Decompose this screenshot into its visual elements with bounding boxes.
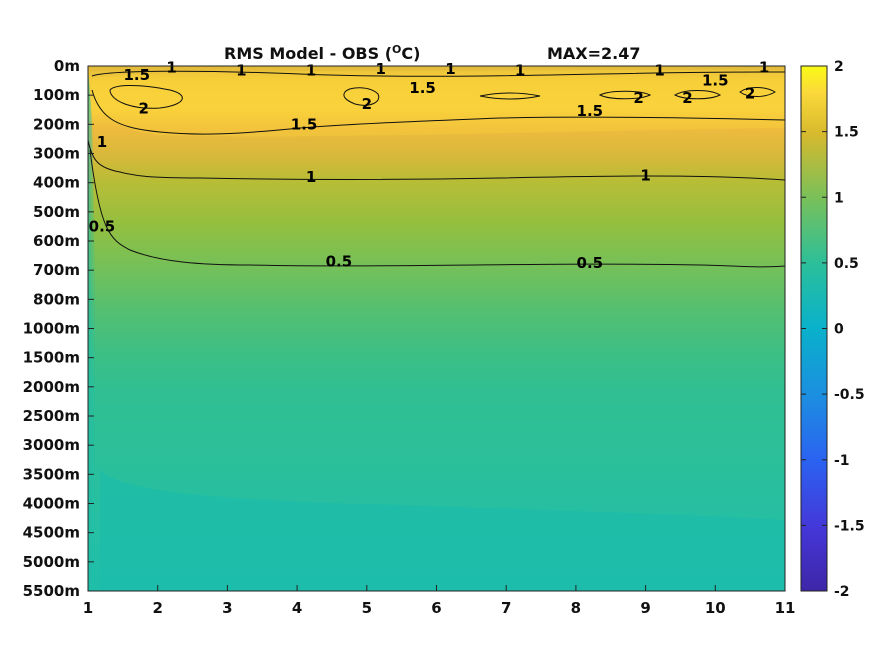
x-tick-label: 9 xyxy=(640,599,650,617)
deep-region-shading xyxy=(100,470,785,591)
contour-label: 1 xyxy=(306,168,316,186)
x-tick-label: 4 xyxy=(292,599,302,617)
contour-label: 1 xyxy=(515,61,525,79)
contour-label: 1.5 xyxy=(291,115,318,133)
chart-title: RMS Model - OBS (OC) xyxy=(224,43,420,63)
y-tick-label: 3000m xyxy=(23,436,80,454)
contour-2-a xyxy=(109,85,183,109)
x-tick-label: 2 xyxy=(152,599,162,617)
colorbar-tick-label: -2 xyxy=(834,584,850,600)
colorbar-tick-label: 2 xyxy=(834,59,844,75)
contour-label: 1 xyxy=(759,58,769,76)
x-tick-label: 5 xyxy=(362,599,372,617)
x-tick-label: 6 xyxy=(431,599,441,617)
colorbar-tick-label: -1.5 xyxy=(834,518,865,534)
contour-label: 0.5 xyxy=(326,252,353,270)
y-tick-label: 200m xyxy=(33,115,80,133)
contour-label: 2 xyxy=(139,99,149,117)
plot-area xyxy=(88,66,785,591)
x-tick-label: 11 xyxy=(775,599,796,617)
y-tick-label: 2000m xyxy=(23,378,80,396)
contour-2-e xyxy=(739,87,776,97)
contour-label: 1.5 xyxy=(577,102,604,120)
colorbar-tick-label: -0.5 xyxy=(834,387,865,403)
contour-label: 2 xyxy=(362,95,372,113)
contour-label: 1 xyxy=(236,61,246,79)
y-tick-label: 100m xyxy=(33,86,80,104)
y-tick-label: 5000m xyxy=(23,553,80,571)
contour-label: 2 xyxy=(745,85,755,103)
contour-2-c xyxy=(598,90,652,100)
y-tick-label: 500m xyxy=(33,203,80,221)
x-tick-label: 10 xyxy=(705,599,726,617)
colorbar-tick-label: 0.5 xyxy=(834,256,859,272)
contour-2-f xyxy=(479,92,541,100)
contour-label: 1 xyxy=(166,58,176,76)
contour-label: 1 xyxy=(306,61,316,79)
y-tick-label: 400m xyxy=(33,174,80,192)
contour-1-top xyxy=(91,70,786,77)
contour-lines xyxy=(87,70,786,268)
x-tick-label: 3 xyxy=(222,599,232,617)
colorbar-tick-label: -1 xyxy=(834,453,850,469)
y-tick-label: 1000m xyxy=(23,320,80,338)
contour-label: 1 xyxy=(654,61,664,79)
y-tick-label: 4500m xyxy=(23,524,80,542)
y-tick-label: 5500m xyxy=(23,582,80,600)
x-tick-label: 7 xyxy=(501,599,511,617)
y-tick-label: 800m xyxy=(33,290,80,308)
contour-label: 2 xyxy=(682,89,692,107)
y-tick-label: 300m xyxy=(33,145,80,163)
contour-2-b xyxy=(343,87,380,106)
y-tick-label: 0m xyxy=(54,57,80,75)
contour-label: 1.5 xyxy=(124,66,151,84)
y-tick-label: 700m xyxy=(33,261,80,279)
x-tick-label: 1 xyxy=(83,599,93,617)
max-label: MAX=2.47 xyxy=(547,44,641,63)
contour-label: 0.5 xyxy=(577,254,604,272)
contour-2-d xyxy=(673,90,722,100)
y-tick-label: 3500m xyxy=(23,465,80,483)
x-axis: 1 2 3 4 5 6 7 8 9 10 11 xyxy=(83,585,796,617)
contour-label: 1 xyxy=(445,60,455,78)
colorbar-tick-label: 1 xyxy=(834,190,844,206)
y-tick-label: 4000m xyxy=(23,495,80,513)
y-axis: 0m 100m 200m 300m 400m 500m 600m 700m 800m 1000m 1… xyxy=(23,57,94,600)
surface-hot-band xyxy=(92,70,785,137)
contour-label: 1.5 xyxy=(702,72,729,90)
y-tick-label: 600m xyxy=(33,232,80,250)
colorbar-tick-label: 0 xyxy=(834,322,844,338)
colorbar: 2 1.5 1 0.5 0 -0.5 -1 -1.5 -2 xyxy=(800,59,865,600)
contour-label-layer: 1.5 1 1 1 1 1 1 1 1 1.5 1.5 2 2 2 2 2 1.5 1.5 1 1 1 0.5 0.5 0.5 xyxy=(89,58,770,271)
contour-05 xyxy=(89,149,786,268)
contour-15 xyxy=(91,89,786,135)
contour-label: 1 xyxy=(376,60,386,78)
contour-label: 2 xyxy=(633,89,643,107)
contour-label: 0.5 xyxy=(89,217,116,235)
contour-1-deep xyxy=(87,139,786,181)
x-tick-label: 8 xyxy=(571,599,581,617)
contour-label: 1 xyxy=(97,133,107,151)
y-tick-label: 1500m xyxy=(23,349,80,367)
colorbar-tick-label: 1.5 xyxy=(834,125,859,141)
contour-label: 1.5 xyxy=(409,79,436,97)
y-tick-label: 2500m xyxy=(23,407,80,425)
contour-label: 1 xyxy=(640,166,650,184)
colorbar-ticks: 2 1.5 1 0.5 0 -0.5 -1 -1.5 -2 xyxy=(801,59,865,600)
